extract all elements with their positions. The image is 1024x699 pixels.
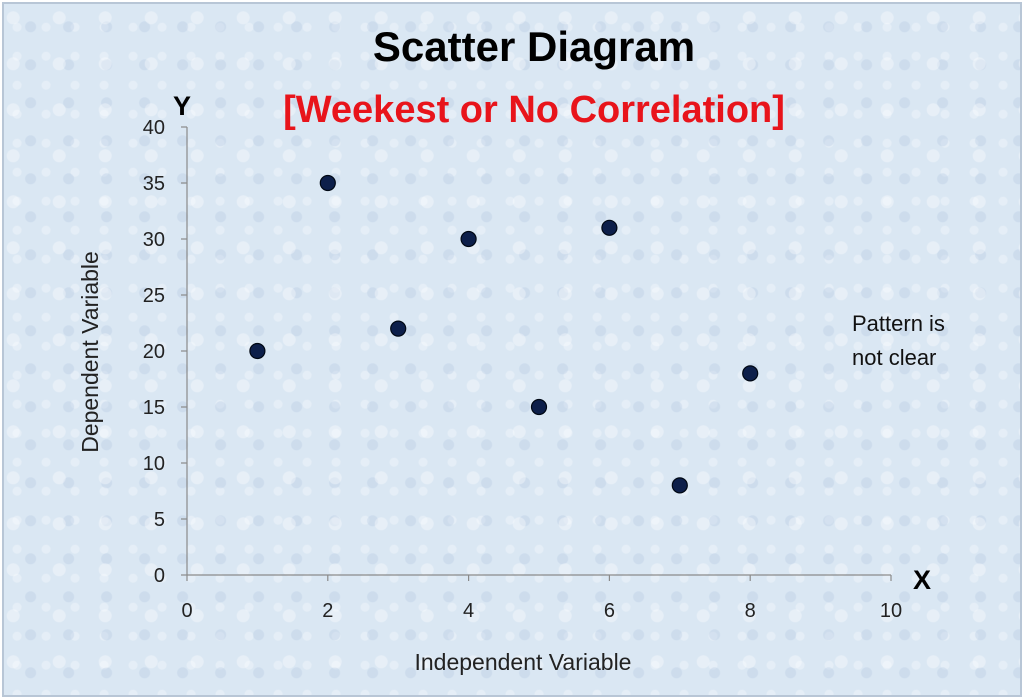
scatter-point bbox=[390, 320, 407, 337]
scatter-point bbox=[319, 174, 336, 192]
chart-subtitle: [Weekest or No Correlation] bbox=[283, 89, 785, 131]
x-axis-label: Independent Variable bbox=[415, 649, 632, 675]
y-tick-label: 20 bbox=[143, 341, 165, 363]
scatter-point bbox=[601, 219, 618, 236]
y-tick-label: 15 bbox=[143, 397, 165, 419]
scatter-point bbox=[742, 365, 759, 382]
y-axis-letter: Y bbox=[173, 91, 191, 121]
x-tick-label: 2 bbox=[322, 600, 333, 622]
y-tick-label: 5 bbox=[154, 509, 165, 531]
x-tick-label: 10 bbox=[880, 600, 902, 622]
data-points bbox=[249, 174, 759, 494]
annotation-line-2: not clear bbox=[852, 345, 936, 370]
x-tick-label: 8 bbox=[745, 600, 756, 622]
x-tick-label: 4 bbox=[463, 600, 474, 622]
y-axis-label: Dependent Variable bbox=[77, 251, 103, 453]
scatter-point bbox=[530, 398, 548, 416]
scatter-chart: Scatter Diagram [Weekest or No Correlati… bbox=[77, 23, 951, 675]
y-tick-label: 25 bbox=[143, 285, 165, 307]
y-tick-label: 35 bbox=[143, 173, 165, 195]
x-tick-label: 0 bbox=[181, 600, 192, 622]
y-tick-label: 0 bbox=[154, 565, 165, 587]
x-axis-letter: X bbox=[913, 565, 931, 595]
axes bbox=[181, 126, 892, 581]
scatter-point bbox=[671, 477, 688, 494]
tick-labels: 0 5 10 15 20 25 30 35 40 0 2 4 6 8 10 bbox=[143, 117, 902, 622]
y-tick-label: 40 bbox=[143, 117, 165, 139]
x-tick-label: 6 bbox=[604, 600, 615, 622]
scatter-point bbox=[249, 342, 266, 360]
chart-title: Scatter Diagram bbox=[373, 23, 695, 70]
y-tick-label: 30 bbox=[143, 229, 165, 251]
annotation-text: Pattern is not clear bbox=[852, 311, 951, 370]
scatter-point bbox=[460, 230, 477, 248]
annotation-line-1: Pattern is bbox=[852, 311, 945, 336]
y-tick-label: 10 bbox=[143, 453, 165, 475]
